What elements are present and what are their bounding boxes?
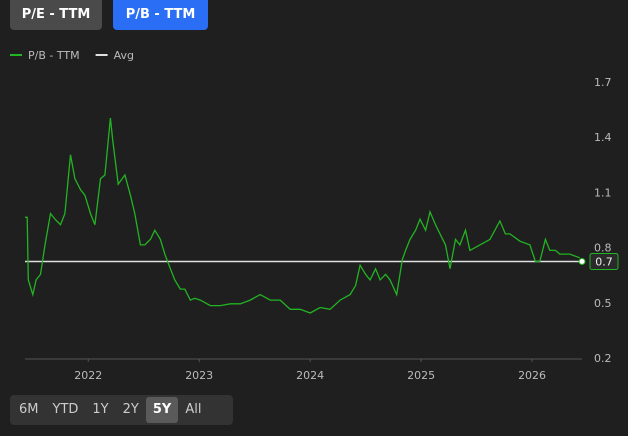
avg-label-box [589,252,619,270]
y-tick-label: 1.7 [594,76,612,89]
x-tick-label: 2026 [518,369,546,382]
series-line [25,117,581,314]
range-button[interactable]: All [185,402,202,417]
legend-label: P/B - TTM [28,49,80,62]
range-button[interactable]: 5Y [145,397,179,423]
range-button[interactable]: 6M [19,402,39,417]
y-tick-label: 1.1 [594,186,612,199]
legend-label: Avg [114,49,134,62]
y-tick-label: 1.4 [594,131,612,144]
x-tick-label: 2025 [407,369,435,382]
y-tick-label: 0.8 [594,242,612,255]
range-selector: 6M YTD 1Y 2Y 5Y All [10,395,233,425]
avg-end-dot [578,257,586,265]
y-tick-label: 0.2 [594,352,612,365]
metric-tab[interactable]: P/E - TTM [10,0,102,30]
y-tick-label: 0.5 [594,297,612,310]
avg-label: 0.7 [595,255,613,268]
x-tick-label: 2023 [185,369,213,382]
range-button[interactable]: 2Y [122,402,139,417]
range-button[interactable]: 1Y [92,402,109,417]
x-tick-label: 2022 [74,369,102,382]
x-tick-label: 2024 [296,369,324,382]
chart: 1.7 1.4 1.1 0.8 0.5 0.2 2022 2023 2024 2025 2026 P/… [10,49,619,382]
range-button[interactable]: YTD [52,402,79,417]
metric-tab[interactable]: P/B - TTM [113,0,208,30]
